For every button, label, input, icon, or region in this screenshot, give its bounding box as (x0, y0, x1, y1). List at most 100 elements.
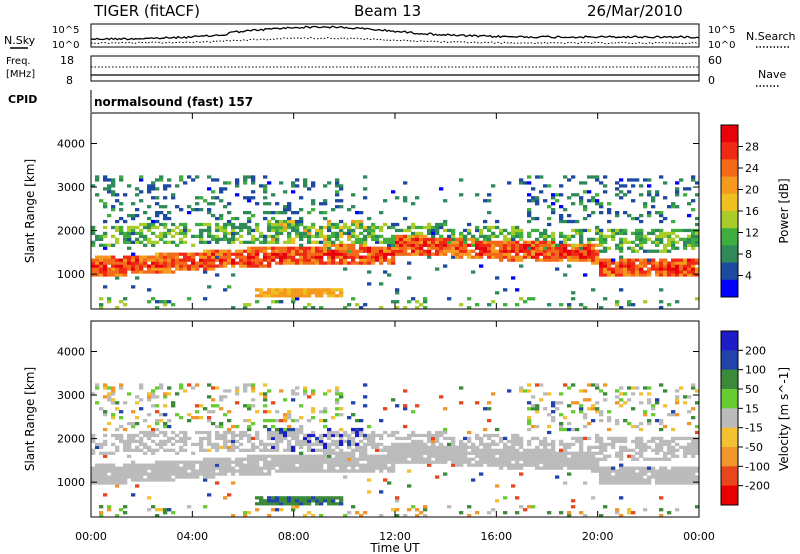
velocity-cell (307, 496, 312, 500)
velocity-cell (211, 472, 216, 476)
power-cell (167, 216, 172, 221)
velocity-cell (131, 410, 136, 414)
velocity-cell (599, 475, 604, 479)
velocity-cell (515, 451, 520, 455)
power-cell (547, 205, 552, 209)
velocity-cell (287, 433, 292, 438)
power-cell (547, 222, 552, 227)
velocity-cell (367, 478, 372, 482)
power-cell (691, 237, 696, 241)
power-cell (299, 234, 304, 239)
velocity-cell (259, 439, 264, 444)
velocity-cell (691, 481, 696, 485)
velocity-cell (231, 460, 236, 464)
power-cell (315, 288, 320, 292)
velocity-cell (383, 407, 388, 411)
power-cell (283, 219, 288, 224)
velocity-cell (663, 451, 668, 455)
velocity-cell (627, 511, 632, 515)
velocity-cell (695, 451, 700, 455)
velocity-cell (671, 448, 676, 452)
velocity-cell (247, 424, 252, 429)
power-cell (671, 205, 676, 209)
power-cell (531, 255, 536, 259)
power-cell (107, 258, 112, 262)
power-cell (635, 270, 640, 274)
velocity-cell (639, 436, 644, 441)
power-cell (311, 288, 316, 292)
power-cell (491, 225, 496, 230)
velocity-cell (371, 463, 376, 467)
power-cell (363, 225, 368, 230)
power-cell (343, 246, 348, 250)
velocity-cell (595, 466, 600, 470)
velocity-cell (379, 490, 384, 494)
power-cell (283, 258, 288, 262)
power-cell (683, 270, 688, 274)
power-cell (623, 273, 628, 277)
velocity-cell (623, 481, 628, 485)
power-cell (315, 261, 320, 265)
velocity-cell (171, 430, 176, 435)
power-cell (403, 181, 408, 185)
velocity-cell (207, 472, 212, 476)
power-cell (499, 258, 504, 262)
power-cell (639, 240, 644, 244)
power-cell (523, 246, 528, 250)
power-cell (203, 297, 208, 301)
power-cell (567, 264, 572, 268)
velocity-cell (91, 481, 96, 485)
velocity-cell (279, 499, 284, 503)
velocity-cell (247, 457, 252, 461)
velocity-cell (143, 469, 148, 473)
velocity-cell (403, 445, 408, 449)
velocity-cell (175, 469, 180, 473)
velocity-cell (227, 466, 232, 470)
velocity-cell (611, 475, 616, 479)
velocity-cell (283, 419, 288, 423)
power-cell (163, 187, 168, 191)
power-cell (155, 211, 160, 215)
power-cell (691, 175, 696, 179)
velocity-cell (251, 398, 256, 402)
velocity-cell (535, 448, 540, 452)
velocity-cell (283, 427, 288, 432)
velocity-cell (323, 445, 328, 449)
velocity-cell (451, 463, 456, 467)
power-cell (155, 196, 160, 200)
velocity-cell (227, 430, 232, 435)
power-cell (291, 228, 296, 233)
velocity-cell (263, 499, 268, 503)
power-cell (587, 213, 592, 218)
velocity-cell (683, 445, 688, 449)
power-cell (299, 249, 304, 253)
velocity-cell (335, 439, 340, 444)
velocity-cell (523, 457, 528, 461)
power-cell (395, 252, 400, 256)
power-cell (599, 228, 604, 233)
velocity-cell (371, 469, 376, 473)
power-cell (435, 249, 440, 253)
velocity-cell (131, 478, 136, 482)
velocity-cell (227, 427, 232, 432)
velocity-cell (523, 451, 528, 455)
power-cell (463, 240, 468, 244)
velocity-cell (167, 436, 172, 441)
velocity-cell (183, 436, 188, 441)
velocity-cell (103, 383, 108, 387)
power-cell (643, 202, 648, 206)
power-cell (439, 252, 444, 256)
power-cell (423, 240, 428, 244)
power-cell (115, 240, 120, 244)
velocity-cell (527, 383, 532, 387)
power-cell (191, 208, 196, 212)
power-cell (531, 297, 536, 301)
velocity-cell (219, 421, 224, 426)
power-cell (315, 240, 320, 244)
velocity-cell (139, 407, 144, 411)
power-cell (155, 202, 160, 206)
velocity-cell (475, 448, 480, 452)
power-cell (663, 196, 668, 200)
power-cell (511, 237, 516, 241)
power-cell (271, 288, 276, 292)
